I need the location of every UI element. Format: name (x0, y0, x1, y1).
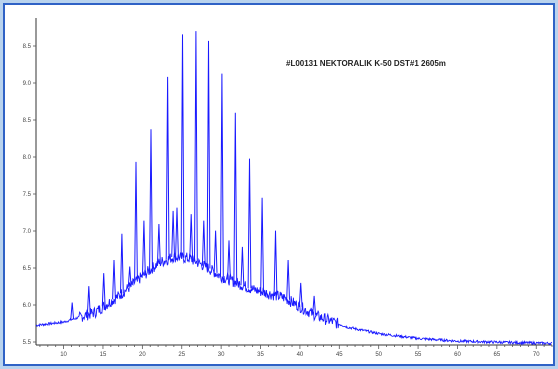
y-tick-label: 5.5 (23, 340, 32, 346)
y-tick-label: 6.0 (23, 303, 32, 309)
peak (86, 286, 91, 315)
x-tick-label: 60 (454, 352, 461, 358)
peak (189, 214, 194, 260)
x-tick-label: 45 (336, 352, 343, 358)
x-tick-label: 65 (494, 352, 501, 358)
peak (227, 240, 231, 280)
peak (233, 112, 238, 283)
peak (240, 246, 245, 286)
x-tick-label: 55 (415, 352, 422, 358)
peak (171, 210, 175, 258)
peak (180, 34, 185, 258)
peak (312, 295, 316, 315)
peak (201, 220, 206, 266)
peak (70, 302, 75, 320)
peak (298, 282, 303, 308)
peak (194, 31, 198, 262)
peak (134, 161, 138, 282)
peak (101, 273, 106, 307)
peak (206, 40, 211, 269)
x-tick-label: 40 (297, 352, 304, 358)
x-tick-label: 25 (178, 352, 185, 358)
peak (157, 223, 161, 263)
x-tick-label: 10 (60, 352, 67, 358)
chromatogram-trace (35, 31, 553, 346)
y-tick-label: 7.0 (23, 229, 32, 235)
peak (112, 259, 116, 300)
x-tick-label: 30 (218, 352, 225, 358)
y-tick-label: 8.5 (23, 118, 32, 124)
peak (120, 233, 124, 294)
x-tick-label: 50 (375, 352, 382, 358)
chart-title: #L00131 NEKTORALIK K-50 DST#1 2605m (286, 59, 446, 68)
peak (165, 76, 170, 260)
peak (220, 73, 224, 277)
x-tick-label: 15 (100, 352, 107, 358)
y-tick-label: 8.0 (23, 155, 32, 161)
y-tick-label: 8.5 (23, 44, 32, 50)
x-ticks: 10 15 20 25 30 35 40 45 50 55 60 65 70 (39, 345, 553, 358)
y-ticks: 8.5 9.0 8.5 8.0 7.5 7.0 6.5 6.0 5.5 (23, 44, 36, 346)
baseline-trace (35, 251, 553, 346)
peak (273, 230, 278, 296)
peak (247, 158, 252, 289)
peak (213, 230, 218, 273)
y-tick-label: 6.5 (23, 266, 32, 272)
x-tick-label: 70 (533, 352, 540, 358)
peak (127, 266, 132, 287)
x-tick-label: 20 (139, 352, 146, 358)
x-tick-label: 35 (257, 352, 264, 358)
y-tick-label: 7.5 (23, 192, 32, 198)
peak (175, 207, 179, 258)
peak (260, 197, 264, 292)
peak (142, 220, 146, 276)
peak (286, 259, 290, 300)
chart-frame (3, 3, 555, 366)
peak (149, 129, 153, 270)
y-tick-label: 9.0 (23, 81, 32, 87)
